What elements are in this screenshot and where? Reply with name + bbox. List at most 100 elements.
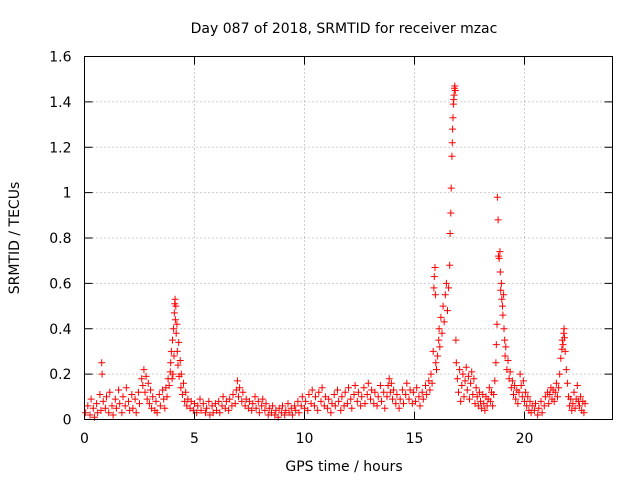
data-point bbox=[106, 388, 114, 396]
data-point bbox=[238, 397, 246, 405]
data-point bbox=[423, 391, 431, 398]
data-point bbox=[345, 384, 352, 392]
data-point bbox=[233, 377, 241, 385]
data-point bbox=[111, 395, 119, 403]
data-point bbox=[540, 402, 548, 410]
data-point bbox=[141, 388, 149, 396]
data-point bbox=[215, 397, 223, 405]
data-point bbox=[167, 347, 175, 355]
data-point bbox=[494, 216, 502, 224]
data-point bbox=[576, 402, 583, 410]
data-point bbox=[426, 386, 434, 394]
data-point bbox=[573, 382, 581, 389]
data-point bbox=[288, 411, 296, 419]
data-point bbox=[108, 402, 116, 410]
data-point bbox=[176, 357, 184, 364]
data-point bbox=[524, 393, 532, 401]
data-point bbox=[522, 388, 530, 396]
data-point bbox=[174, 361, 182, 369]
data-point bbox=[132, 409, 140, 417]
data-point bbox=[93, 400, 101, 408]
data-point bbox=[492, 341, 500, 349]
data-point bbox=[502, 343, 510, 351]
y-tick-label: 1.2 bbox=[49, 140, 71, 156]
data-point bbox=[385, 375, 393, 383]
data-point bbox=[155, 391, 163, 398]
data-point bbox=[515, 388, 523, 396]
data-point bbox=[269, 402, 277, 410]
data-point bbox=[581, 400, 589, 408]
data-point bbox=[236, 384, 244, 392]
data-point bbox=[412, 397, 420, 405]
data-point bbox=[422, 382, 429, 389]
data-point bbox=[327, 409, 335, 417]
data-point bbox=[415, 393, 423, 401]
data-point bbox=[433, 366, 440, 374]
data-point bbox=[561, 347, 569, 355]
data-point bbox=[310, 402, 318, 410]
data-point bbox=[560, 325, 568, 333]
data-point bbox=[202, 409, 209, 417]
data-point bbox=[436, 343, 444, 351]
data-point bbox=[143, 395, 151, 403]
data-point bbox=[392, 400, 400, 408]
data-point bbox=[559, 341, 567, 349]
data-point bbox=[249, 400, 257, 408]
data-point bbox=[439, 302, 447, 310]
data-point bbox=[144, 379, 152, 387]
data-point bbox=[541, 393, 549, 401]
data-point bbox=[460, 393, 468, 401]
data-point bbox=[169, 370, 177, 378]
data-point bbox=[450, 91, 458, 99]
data-point bbox=[491, 377, 499, 385]
data-point bbox=[341, 388, 349, 396]
data-point bbox=[194, 402, 202, 410]
data-point bbox=[489, 402, 497, 410]
data-point bbox=[136, 400, 143, 408]
data-point bbox=[337, 406, 345, 414]
data-point bbox=[353, 397, 361, 405]
y-tick-label: 0.2 bbox=[49, 367, 71, 383]
data-point bbox=[324, 404, 332, 412]
data-point bbox=[304, 406, 312, 414]
data-point bbox=[551, 388, 559, 396]
data-point bbox=[334, 386, 341, 394]
y-tick-label: 0.6 bbox=[49, 276, 71, 292]
data-point bbox=[387, 379, 395, 387]
data-point bbox=[516, 370, 524, 378]
data-point bbox=[331, 402, 339, 410]
data-point bbox=[405, 395, 413, 403]
y-axis-title: SRMTID / TECUs bbox=[7, 182, 23, 295]
data-point bbox=[161, 404, 169, 412]
data-point bbox=[470, 375, 478, 383]
data-point bbox=[177, 384, 185, 392]
data-point bbox=[97, 406, 105, 414]
data-point bbox=[330, 391, 338, 398]
data-point bbox=[437, 313, 445, 321]
data-point bbox=[82, 409, 90, 417]
data-point bbox=[464, 372, 472, 380]
data-point bbox=[501, 352, 509, 360]
data-point bbox=[378, 397, 385, 405]
data-point bbox=[248, 406, 256, 414]
data-point bbox=[557, 354, 565, 362]
data-point bbox=[170, 309, 178, 317]
data-point bbox=[371, 388, 379, 396]
data-point bbox=[486, 397, 494, 405]
data-point bbox=[219, 393, 227, 401]
data-point bbox=[563, 379, 571, 387]
data-point bbox=[554, 393, 561, 401]
data-point bbox=[534, 411, 542, 419]
data-point bbox=[119, 393, 127, 401]
data-point bbox=[459, 370, 467, 378]
data-point bbox=[170, 352, 178, 360]
data-point bbox=[317, 397, 325, 405]
data-point bbox=[314, 406, 322, 414]
data-point bbox=[440, 318, 448, 326]
data-point bbox=[545, 400, 553, 408]
data-point bbox=[413, 384, 421, 392]
data-point bbox=[496, 248, 504, 256]
data-point bbox=[258, 402, 266, 410]
data-point bbox=[396, 395, 404, 403]
data-point bbox=[532, 400, 539, 408]
